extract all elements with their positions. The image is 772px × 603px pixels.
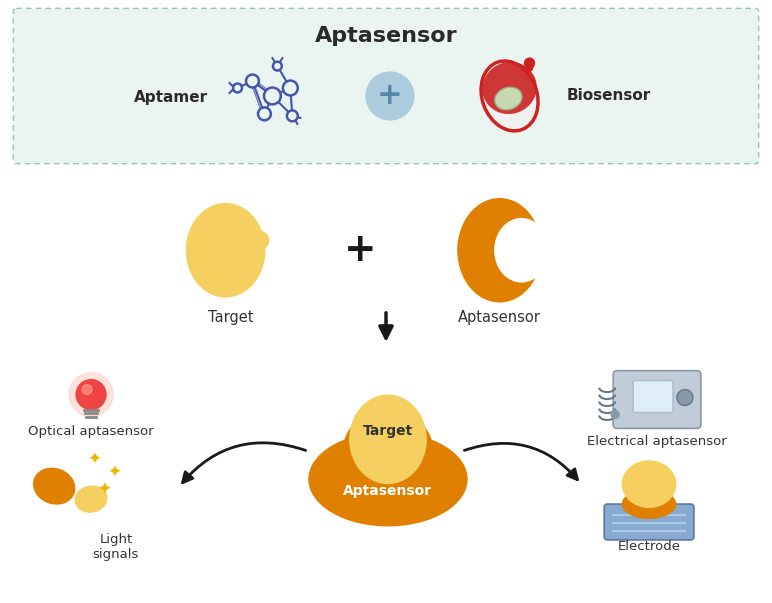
- FancyBboxPatch shape: [633, 380, 673, 412]
- Circle shape: [524, 58, 534, 68]
- Circle shape: [232, 83, 242, 93]
- Circle shape: [82, 385, 92, 394]
- Circle shape: [611, 411, 619, 418]
- Circle shape: [273, 61, 283, 71]
- Text: +: +: [344, 231, 377, 269]
- Text: ✦: ✦: [87, 450, 101, 469]
- Circle shape: [286, 110, 298, 122]
- Text: Electrode: Electrode: [618, 540, 681, 554]
- Text: Aptasensor: Aptasensor: [315, 26, 457, 46]
- Ellipse shape: [186, 203, 266, 297]
- Ellipse shape: [34, 469, 75, 504]
- Text: ✦: ✦: [107, 463, 121, 481]
- Text: Aptasensor: Aptasensor: [458, 311, 541, 326]
- Circle shape: [235, 86, 240, 90]
- Ellipse shape: [495, 87, 522, 110]
- Text: Target: Target: [208, 311, 253, 326]
- Circle shape: [245, 74, 259, 88]
- Ellipse shape: [308, 432, 468, 526]
- Circle shape: [366, 72, 414, 120]
- Text: Biosensor: Biosensor: [567, 89, 652, 104]
- Circle shape: [266, 89, 279, 103]
- Circle shape: [289, 112, 296, 119]
- Ellipse shape: [344, 409, 433, 489]
- Ellipse shape: [526, 61, 533, 71]
- Circle shape: [260, 109, 269, 118]
- Text: Optical aptasensor: Optical aptasensor: [29, 425, 154, 438]
- Circle shape: [285, 83, 296, 93]
- Circle shape: [69, 373, 113, 417]
- Circle shape: [275, 63, 280, 69]
- FancyBboxPatch shape: [613, 371, 701, 428]
- Text: ✦: ✦: [97, 480, 111, 498]
- Text: Electrical aptasensor: Electrical aptasensor: [587, 435, 727, 448]
- Text: Light
signals: Light signals: [93, 533, 139, 561]
- Ellipse shape: [621, 489, 676, 519]
- Circle shape: [258, 107, 272, 121]
- Ellipse shape: [494, 218, 549, 283]
- Ellipse shape: [481, 61, 538, 131]
- Circle shape: [283, 80, 298, 96]
- Text: Aptamer: Aptamer: [134, 90, 208, 106]
- FancyBboxPatch shape: [13, 8, 759, 163]
- Ellipse shape: [457, 198, 542, 303]
- Text: Aptasensor: Aptasensor: [344, 484, 432, 498]
- Text: +: +: [378, 81, 403, 110]
- Circle shape: [248, 77, 257, 86]
- Ellipse shape: [482, 62, 537, 114]
- Text: Target: Target: [363, 425, 413, 438]
- Circle shape: [76, 380, 106, 409]
- Circle shape: [677, 390, 693, 406]
- Ellipse shape: [621, 460, 676, 508]
- Circle shape: [263, 87, 281, 105]
- Ellipse shape: [75, 486, 107, 512]
- Ellipse shape: [349, 394, 427, 484]
- Ellipse shape: [248, 230, 269, 250]
- FancyBboxPatch shape: [604, 504, 694, 540]
